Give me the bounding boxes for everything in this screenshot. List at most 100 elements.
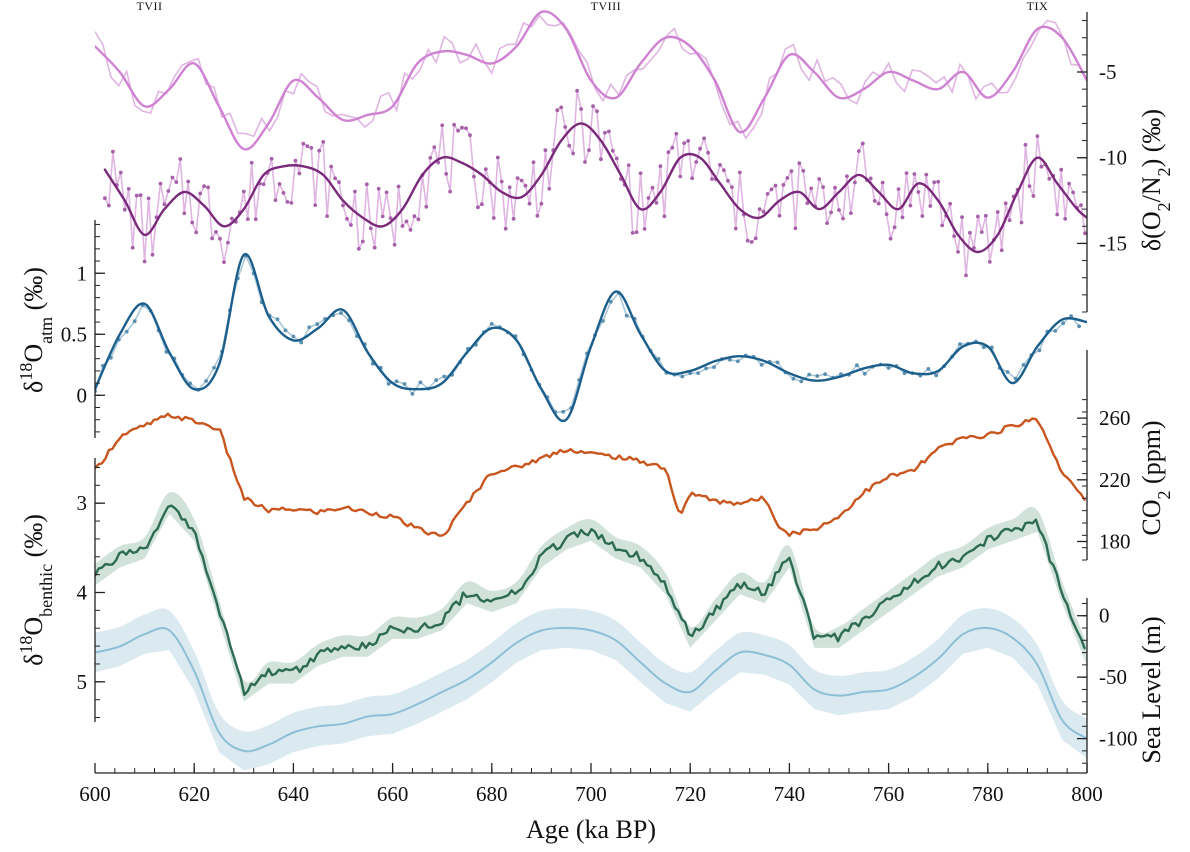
d_o2n2-sample-point: [559, 105, 564, 110]
d_o2n2-sample-point: [245, 217, 250, 222]
co2-axis-title: CO2 (ppm): [1137, 420, 1174, 535]
d_o2n2-sample-point: [579, 107, 583, 111]
d_o2n2-sample-point: [495, 155, 500, 160]
d_o2n2-sample-point: [595, 109, 599, 114]
d_o2n2-sample-point: [325, 214, 329, 219]
d18o_atm-sample-point: [402, 382, 407, 386]
d_o2n2-sample-point: [591, 104, 595, 108]
d_o2n2-sample-point: [476, 205, 480, 210]
d_o2n2-sample-point: [928, 204, 933, 208]
d18o_atm-sample-point: [608, 299, 613, 304]
d_o2n2-sample-point: [833, 185, 837, 190]
d18o_atm-sample-point: [410, 392, 415, 396]
d_o2n2-axis-title: δ(O2/N2) (‰): [1137, 109, 1174, 251]
d_o2n2-sample-point: [253, 217, 258, 222]
d_o2n2-sample-point: [924, 172, 929, 177]
d_o2n2-sample-point: [837, 208, 841, 212]
d_o2n2-sample-point: [876, 201, 881, 206]
d_o2n2-sample-point: [650, 185, 655, 190]
d_o2n2-sample-point: [118, 170, 123, 175]
d_o2n2-sample-point: [730, 185, 734, 190]
x-axis-title: Age (ka BP): [526, 815, 656, 844]
d_o2n2-sample-point: [273, 198, 278, 203]
d_o2n2-sample-point: [916, 190, 921, 194]
d_o2n2-sample-point: [1031, 194, 1036, 198]
d_o2n2-sample-point: [952, 234, 956, 239]
d_o2n2-sample-point: [610, 148, 615, 153]
d_o2n2-sample-point: [249, 160, 254, 165]
d_o2n2-sample-point: [884, 212, 889, 217]
d_o2n2-sample-point: [444, 172, 449, 176]
d_o2n2-sample-point: [428, 156, 433, 160]
d_o2n2-sample-point: [138, 193, 143, 198]
d18o_atm-sample-point: [1069, 314, 1073, 318]
d18o_atm-sample-point: [212, 365, 216, 370]
d18o_atm-sample-point: [394, 379, 399, 384]
co2-tick-label: 220: [1099, 468, 1131, 492]
d_o2n2-sample-point: [111, 149, 115, 154]
d18o_atm-sample-point: [807, 372, 812, 377]
d_o2n2-sample-point: [1059, 167, 1064, 172]
d18o_atm-sample-point: [283, 328, 288, 333]
d_o2n2-sample-point: [460, 125, 464, 130]
d_o2n2-sample-point: [222, 260, 226, 264]
co2-tick-label: 260: [1099, 406, 1131, 430]
d_o2n2-sample-point: [1039, 164, 1044, 169]
d_o2n2-sample-point: [166, 189, 171, 193]
d_o2n2-sample-point: [122, 207, 127, 212]
d_o2n2-sample-point: [150, 252, 155, 257]
d_o2n2-sample-point: [515, 176, 520, 181]
d_o2n2-sample-point: [535, 213, 540, 218]
d18o_benthic-axis-title: δ18Obenthic (‰): [16, 514, 56, 666]
x-tick-label: 660: [377, 782, 409, 806]
d_o2n2-sample-point: [769, 187, 774, 192]
d18o_atm-sample-point: [386, 382, 391, 386]
d18o_atm-sample-point: [775, 360, 780, 365]
d_o2n2-sample-point: [690, 176, 695, 181]
d_o2n2-sample-point: [357, 246, 361, 251]
d18o_atm-sample-point: [696, 371, 700, 375]
d_o2n2-sample-point: [710, 177, 714, 181]
d_o2n2-sample-point: [543, 148, 548, 153]
d_o2n2-sample-point: [658, 164, 663, 169]
d_o2n2-sample-point: [539, 201, 544, 206]
d_o2n2-sample-point: [511, 216, 516, 221]
d_o2n2-sample-point: [757, 207, 762, 212]
d_o2n2-sample-point: [503, 226, 508, 231]
d_o2n2-sample-point: [932, 180, 937, 185]
d_o2n2-sample-point: [995, 210, 1000, 214]
d_o2n2-sample-point: [289, 201, 294, 205]
d_o2n2-sample-point: [821, 185, 825, 190]
d_o2n2-sample-point: [856, 149, 861, 154]
d_o2n2-sample-point: [281, 191, 286, 195]
d_o2n2-sample-point: [682, 141, 687, 146]
d_o2n2-sample-point: [587, 148, 591, 153]
d18o_atm-sample-point: [862, 371, 867, 376]
d_o2n2-sample-point: [733, 226, 738, 231]
d_o2n2-sample-point: [849, 211, 853, 216]
d_o2n2-sample-point: [817, 177, 822, 181]
d_o2n2-sample-point: [436, 160, 441, 165]
d18o_atm-sample-point: [886, 366, 891, 370]
x-tick-label: 700: [575, 782, 607, 806]
d_o2n2-sample-point: [706, 150, 710, 155]
d18o_atm-sample-point: [1053, 329, 1058, 333]
x-tick-label: 600: [79, 782, 111, 806]
d_o2n2-sample-point: [432, 145, 437, 150]
d_o2n2-sample-point: [702, 136, 706, 141]
d_o2n2-sample-point: [162, 202, 167, 207]
d18o_atm-sample-point: [299, 340, 304, 345]
d_o2n2-sample-point: [388, 216, 393, 221]
d18o_atm-sample-point: [291, 334, 296, 339]
d_o2n2-sample-point: [860, 141, 865, 146]
d_o2n2-sample-point: [968, 230, 972, 235]
d_o2n2-sample-point: [468, 133, 472, 138]
d_o2n2-sample-point: [678, 174, 683, 179]
d_o2n2-sample-point: [1019, 220, 1024, 225]
d_o2n2-sample-point: [686, 139, 691, 143]
d_o2n2-sample-point: [301, 141, 306, 146]
d_o2n2-sample-point: [186, 179, 191, 184]
d_o2n2-sample-point: [218, 236, 222, 241]
d_o2n2-sample-point: [745, 238, 750, 243]
